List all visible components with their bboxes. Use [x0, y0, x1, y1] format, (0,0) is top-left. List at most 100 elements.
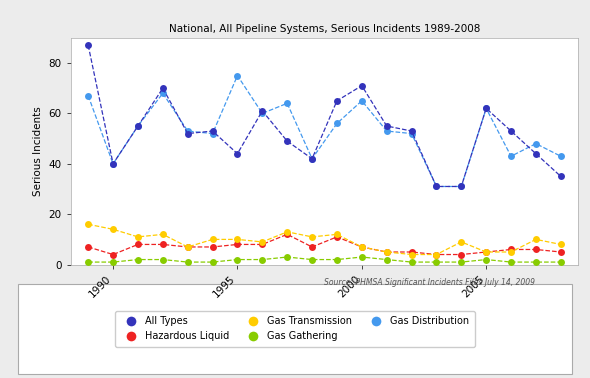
Hazardous Liquid: [458, 252, 465, 257]
Hazardous Liquid: [383, 250, 390, 254]
Hazardous Liquid: [309, 245, 316, 249]
Gas Distribution: [358, 99, 365, 103]
All Types: [159, 86, 166, 90]
Legend: All Types, Hazardous Liquid, Gas Transmission, Gas Gathering, Gas Distribution: All Types, Hazardous Liquid, Gas Transmi…: [116, 311, 474, 347]
Gas Gathering: [110, 260, 117, 264]
Hazardous Liquid: [209, 245, 216, 249]
Gas Distribution: [458, 184, 465, 189]
Gas Gathering: [85, 260, 92, 264]
Hazardous Liquid: [507, 247, 514, 252]
Gas Distribution: [234, 73, 241, 78]
Gas Gathering: [557, 260, 564, 264]
Gas Distribution: [333, 121, 340, 126]
All Types: [507, 129, 514, 133]
Gas Transmission: [483, 250, 490, 254]
Title: National, All Pipeline Systems, Serious Incidents 1989-2008: National, All Pipeline Systems, Serious …: [169, 24, 480, 34]
All Types: [557, 174, 564, 179]
Gas Gathering: [483, 257, 490, 262]
Gas Transmission: [358, 245, 365, 249]
Hazardous Liquid: [433, 252, 440, 257]
All Types: [209, 129, 216, 133]
Gas Gathering: [135, 257, 142, 262]
Gas Transmission: [408, 252, 415, 257]
Gas Transmission: [333, 232, 340, 237]
All Types: [259, 108, 266, 113]
Gas Transmission: [433, 252, 440, 257]
Gas Distribution: [85, 93, 92, 98]
Line: Hazardous Liquid: Hazardous Liquid: [85, 231, 564, 258]
All Types: [234, 152, 241, 156]
Gas Transmission: [259, 240, 266, 244]
Gas Gathering: [259, 257, 266, 262]
Line: All Types: All Types: [85, 42, 564, 190]
All Types: [408, 129, 415, 133]
Gas Distribution: [159, 91, 166, 96]
All Types: [483, 106, 490, 111]
Hazardous Liquid: [557, 250, 564, 254]
Hazardous Liquid: [135, 242, 142, 247]
Line: Gas Distribution: Gas Distribution: [85, 72, 564, 190]
Gas Distribution: [408, 131, 415, 136]
Gas Distribution: [532, 141, 539, 146]
Gas Gathering: [184, 260, 191, 264]
Gas Distribution: [209, 131, 216, 136]
Line: Gas Transmission: Gas Transmission: [85, 221, 564, 258]
Gas Distribution: [184, 129, 191, 133]
All Types: [284, 139, 291, 143]
Gas Transmission: [110, 227, 117, 232]
All Types: [333, 99, 340, 103]
Hazardous Liquid: [85, 245, 92, 249]
Hazardous Liquid: [284, 232, 291, 237]
Hazardous Liquid: [532, 247, 539, 252]
Gas Transmission: [557, 242, 564, 247]
Gas Distribution: [259, 111, 266, 116]
All Types: [458, 184, 465, 189]
Gas Gathering: [209, 260, 216, 264]
Gas Transmission: [85, 222, 92, 226]
Gas Gathering: [433, 260, 440, 264]
Gas Gathering: [234, 257, 241, 262]
All Types: [433, 184, 440, 189]
Hazardous Liquid: [333, 235, 340, 239]
Gas Distribution: [507, 154, 514, 158]
All Types: [309, 156, 316, 161]
Gas Gathering: [458, 260, 465, 264]
All Types: [383, 124, 390, 128]
All Types: [358, 84, 365, 88]
All Types: [135, 124, 142, 128]
Hazardous Liquid: [483, 250, 490, 254]
Gas Distribution: [483, 106, 490, 111]
Gas Gathering: [159, 257, 166, 262]
Gas Distribution: [284, 101, 291, 105]
Gas Transmission: [383, 250, 390, 254]
Gas Transmission: [507, 250, 514, 254]
All Types: [184, 131, 191, 136]
Hazardous Liquid: [408, 250, 415, 254]
Gas Transmission: [284, 229, 291, 234]
Gas Distribution: [557, 154, 564, 158]
Gas Gathering: [507, 260, 514, 264]
Gas Gathering: [532, 260, 539, 264]
Gas Distribution: [433, 184, 440, 189]
Gas Gathering: [358, 255, 365, 259]
Gas Distribution: [110, 161, 117, 166]
Gas Transmission: [184, 245, 191, 249]
Hazardous Liquid: [159, 242, 166, 247]
Gas Transmission: [532, 237, 539, 242]
Gas Distribution: [135, 124, 142, 128]
Gas Gathering: [284, 255, 291, 259]
Line: Gas Gathering: Gas Gathering: [85, 254, 564, 266]
Gas Gathering: [383, 257, 390, 262]
Gas Transmission: [458, 240, 465, 244]
All Types: [110, 161, 117, 166]
Gas Gathering: [408, 260, 415, 264]
Gas Gathering: [309, 257, 316, 262]
All Types: [532, 152, 539, 156]
Hazardous Liquid: [110, 252, 117, 257]
Hazardous Liquid: [259, 242, 266, 247]
Gas Transmission: [234, 237, 241, 242]
Hazardous Liquid: [358, 245, 365, 249]
Hazardous Liquid: [184, 245, 191, 249]
Gas Distribution: [309, 156, 316, 161]
Gas Gathering: [333, 257, 340, 262]
